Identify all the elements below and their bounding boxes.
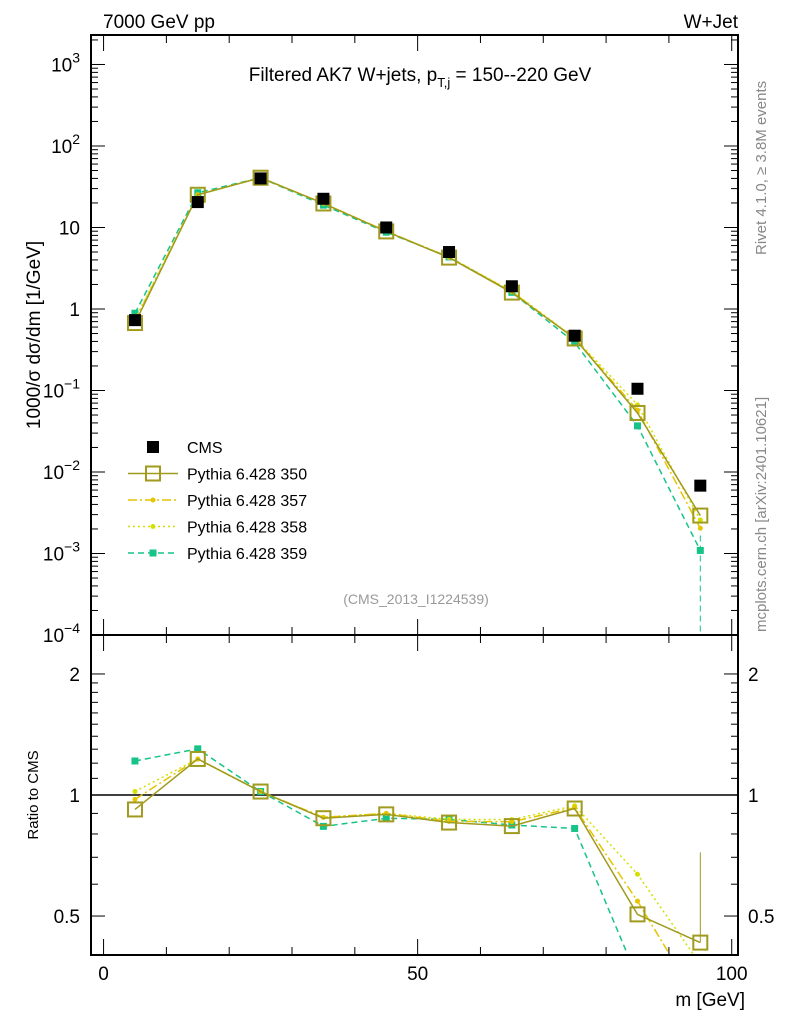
ratio-point-pythia-6-428-359 <box>382 814 390 822</box>
legend-label: Pythia 6.428 358 <box>187 520 307 537</box>
ratio-point-pythia-6-428-350 <box>566 800 583 817</box>
data-point-pythia-6-428-350 <box>692 507 709 524</box>
ratio-point-pythia-6-428-357 <box>132 796 138 802</box>
legend-label: Pythia 6.428 357 <box>187 493 307 510</box>
legend-label: Pythia 6.428 350 <box>187 467 307 484</box>
ratio-line-pythia-6-428-358 <box>134 758 695 956</box>
data-point-pythia-6-428-357 <box>697 525 703 531</box>
y-tick-label: 10−2 <box>43 457 80 484</box>
y-tick-exponent: −2 <box>64 457 80 473</box>
data-point-cms <box>568 329 581 342</box>
x-tick-label: 0 <box>98 964 109 985</box>
y-tick-exponent: −3 <box>64 538 80 554</box>
ratio-point-pythia-6-428-350 <box>189 750 206 767</box>
chart-title: Filtered AK7 W+jets, pT,j = 150--220 GeV <box>249 65 592 90</box>
ratio-y-tick-label: 1 <box>69 786 80 807</box>
ratio-point-pythia-6-428-350 <box>441 814 458 831</box>
ratio-line-pythia-6-428-350 <box>134 758 701 944</box>
ratio-point-pythia-6-428-359 <box>571 824 579 832</box>
y-tick-exponent: −4 <box>64 620 80 636</box>
ratio-y-tick-label: 0.5 <box>748 907 774 928</box>
ratio-point-pythia-6-428-359 <box>508 821 516 829</box>
header-left: 7000 GeV pp <box>103 12 215 33</box>
data-point-cms <box>694 479 707 492</box>
legend-marker <box>150 497 156 503</box>
ratio-y-tick-label: 2 <box>748 665 759 686</box>
legend-marker-cms <box>147 441 159 453</box>
y-tick-label: 102 <box>51 131 80 158</box>
data-point-cms <box>128 314 141 327</box>
y-tick-label: 10−4 <box>43 620 80 647</box>
ratio-panel: 0 50 100 0.5 0.5 1 1 2 2 <box>54 635 774 985</box>
mcplots-label: mcplots.cern.ch [arXiv:2401.10621] <box>753 397 770 632</box>
ratio-line-pythia-6-428-359 <box>134 748 629 956</box>
ratio-frame <box>90 634 739 956</box>
legend: CMS Pythia 6.428 350 Pythia 6.428 357 Pythi… <box>128 440 307 563</box>
data-point-cms <box>254 172 267 185</box>
data-point-pythia-6-428-350 <box>252 169 269 186</box>
legend-marker <box>145 465 161 482</box>
data-point-cms <box>380 221 393 234</box>
legend-marker <box>149 549 157 557</box>
y-tick-base: 10 <box>43 544 64 565</box>
y-tick-label: 10 <box>59 218 80 239</box>
legend-label: Pythia 6.428 359 <box>187 546 307 563</box>
y-tick-exponent: 2 <box>72 131 80 147</box>
ratio-point-pythia-6-428-357 <box>634 898 640 904</box>
ratio-point-pythia-6-428-350 <box>252 783 269 800</box>
ratio-point-pythia-6-428-350 <box>503 818 520 835</box>
y-tick-label: 10−1 <box>43 375 80 402</box>
ratio-y-axis-label: Ratio to CMS <box>25 750 42 839</box>
ratio-point-pythia-6-428-350 <box>315 810 332 827</box>
ratio-point-pythia-6-428-359 <box>319 822 327 830</box>
ratio-point-pythia-6-428-350 <box>126 801 143 818</box>
ratio-y-tick-label: 2 <box>69 665 80 686</box>
ratio-point-pythia-6-428-359 <box>194 745 202 753</box>
ratio-y-tick-label: 1 <box>748 786 759 807</box>
data-point-cms <box>505 280 518 293</box>
y-tick-label: 10−3 <box>43 538 80 565</box>
y-tick-base: 10 <box>51 55 72 76</box>
data-point-cms <box>443 246 456 259</box>
y-tick-exponent: −1 <box>64 375 80 391</box>
ratio-point-pythia-6-428-350 <box>629 906 646 923</box>
ratio-point-pythia-6-428-358 <box>634 871 640 877</box>
x-tick-label: 50 <box>407 964 428 985</box>
ratio-y-tick-label: 0.5 <box>54 907 80 928</box>
data-point-cms <box>191 196 204 209</box>
ratio-point-pythia-6-428-357 <box>509 819 515 825</box>
y-axis-label: 1000/σ dσ/dm [1/GeV] <box>24 241 45 429</box>
y-tick-base: 10 <box>51 137 72 158</box>
ratio-line-pythia-6-428-357 <box>134 758 671 956</box>
y-tick-exponent: 3 <box>72 49 80 65</box>
legend-label: CMS <box>187 440 223 457</box>
data-point-pythia-6-428-359 <box>131 309 139 317</box>
y-tick-base: 10 <box>43 463 64 484</box>
series-line-pythia-6-428-350 <box>134 176 701 516</box>
y-tick-base: 1 <box>69 300 80 321</box>
y-tick-base: 10 <box>43 381 64 402</box>
x-axis-label: m [GeV] <box>675 990 745 1011</box>
ratio-point-pythia-6-428-350 <box>378 806 395 823</box>
y-tick-label: 1 <box>69 300 80 321</box>
ratio-point-pythia-6-428-359 <box>131 757 139 765</box>
legend-marker <box>150 524 156 529</box>
y-tick-label: 103 <box>51 49 80 76</box>
data-point-pythia-6-428-359 <box>633 422 641 430</box>
data-point-pythia-6-428-350 <box>629 404 646 421</box>
data-point-pythia-6-428-359 <box>571 339 579 347</box>
rivet-label: Rivet 4.1.0, ≥ 3.8M events <box>753 81 770 255</box>
ratio-point-pythia-6-428-358 <box>132 788 138 794</box>
y-tick-base: 10 <box>59 218 80 239</box>
y-tick-base: 10 <box>43 626 64 647</box>
data-point-cms <box>317 192 330 205</box>
analysis-annotation: (CMS_2013_I1224539) <box>343 591 489 607</box>
x-tick-label: 100 <box>716 964 748 985</box>
header-right: W+Jet <box>684 12 739 33</box>
data-point-cms <box>631 382 644 395</box>
main-frame <box>90 34 739 636</box>
data-point-pythia-6-428-358 <box>697 517 703 523</box>
